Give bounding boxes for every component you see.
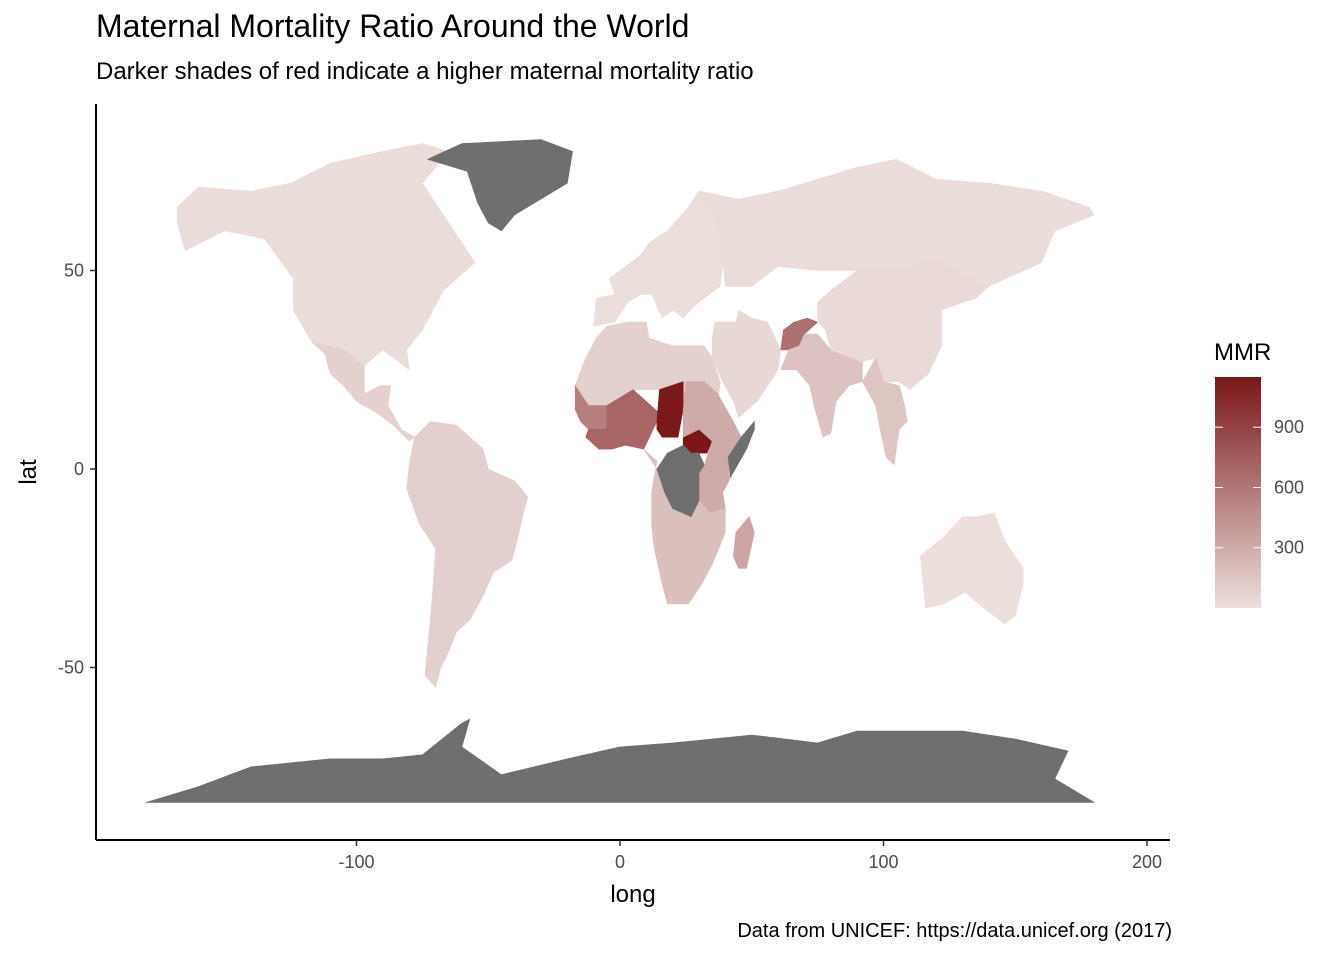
chart-subtitle: Darker shades of red indicate a higher m… [96, 58, 754, 85]
x-tick-label: 100 [868, 852, 898, 872]
region-australia [920, 512, 1024, 625]
x-tick-label: 200 [1132, 852, 1162, 872]
legend-colorbar [1215, 377, 1261, 608]
region-east-africa [682, 381, 742, 514]
y-axis-title: lat [15, 459, 42, 485]
y-tick-label: -50 [58, 658, 84, 678]
region-europe [593, 190, 726, 327]
legend-tick-label: 300 [1274, 538, 1304, 558]
region-dr-congo [656, 444, 705, 517]
region-south-america [406, 421, 529, 689]
legend: MMR 300 600 900 [1214, 339, 1304, 608]
region-chad [656, 381, 684, 438]
map-panel [145, 139, 1096, 803]
legend-ticks: 300 600 900 [1215, 417, 1304, 558]
region-greenland [426, 139, 573, 232]
x-tick-label: -100 [338, 852, 374, 872]
region-madagascar [732, 515, 755, 569]
x-tick-label: 0 [615, 852, 625, 872]
region-north-america [177, 143, 476, 371]
region-somalia [727, 420, 755, 478]
chart-title: Maternal Mortality Ratio Around the Worl… [96, 8, 690, 44]
region-antarctica [145, 718, 1096, 803]
y-axis-ticks: -50 0 50 [58, 261, 96, 678]
x-axis-ticks: -100 0 100 200 [338, 840, 1162, 872]
region-russia [698, 158, 1095, 299]
y-tick-label: 0 [74, 459, 84, 479]
legend-tick-label: 900 [1274, 417, 1304, 437]
legend-tick-label: 600 [1274, 477, 1304, 497]
region-southeast-asia [862, 357, 908, 466]
region-middle-east [711, 309, 782, 418]
region-east-asia [817, 258, 990, 390]
region-west-africa [585, 389, 660, 450]
legend-title: MMR [1214, 339, 1271, 366]
x-axis-title: long [610, 881, 655, 908]
y-tick-label: 50 [64, 261, 84, 281]
chart-caption: Data from UNICEF: https://data.unicef.or… [737, 920, 1172, 942]
